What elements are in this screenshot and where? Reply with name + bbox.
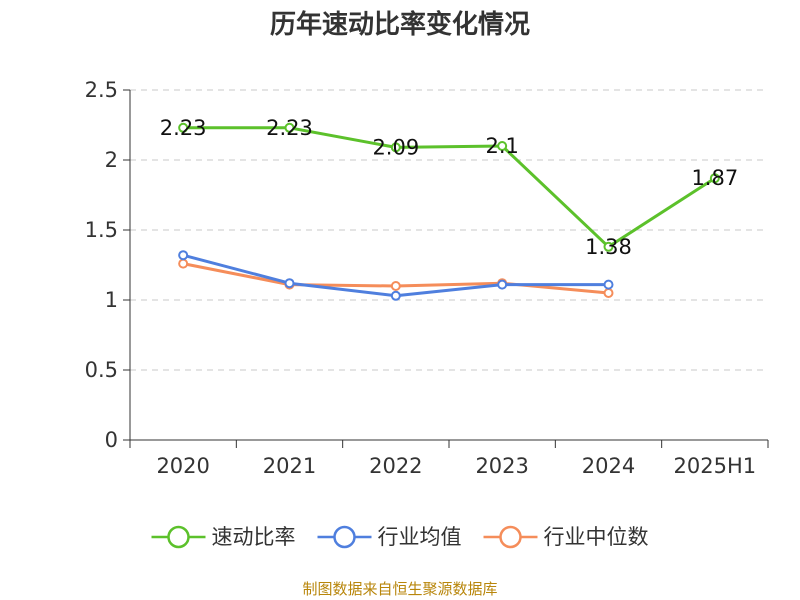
data-point — [284, 278, 295, 289]
data-point — [603, 241, 614, 252]
y-tick-label: 0.5 — [85, 358, 118, 382]
data-label: 1.38 — [585, 235, 632, 259]
x-tick-label: 2023 — [475, 454, 528, 478]
y-tick-label: 0 — [105, 428, 118, 452]
data-point — [178, 122, 189, 133]
data-point — [178, 250, 189, 261]
data-point — [497, 141, 508, 151]
data-point — [497, 279, 508, 290]
grid-layer — [130, 89, 768, 371]
y-tick-label: 2 — [105, 148, 118, 172]
data-point — [709, 173, 720, 184]
legend-label: 行业中位数 — [544, 525, 649, 549]
chart-title: 历年速动比率变化情况 — [270, 9, 530, 40]
legend-label: 速动比率 — [212, 525, 296, 549]
legend-swatch-marker — [333, 525, 356, 549]
data-point — [284, 122, 295, 133]
legend: 速动比率 行业均值 行业中位数 — [151, 525, 649, 549]
data-label: 2.23 — [266, 116, 313, 140]
legend-swatch-marker — [167, 525, 190, 549]
legend-swatch-marker — [499, 525, 522, 549]
data-labels-layer: 2.23 2.23 2.09 2.1 1.38 1.87 — [160, 116, 738, 259]
x-tick-label: 2021 — [263, 454, 316, 478]
y-tick-label: 1 — [105, 288, 118, 312]
y-tick-label: 1.5 — [85, 218, 118, 242]
data-point — [178, 258, 189, 269]
data-point — [603, 279, 614, 290]
legend-label: 行业均值 — [378, 525, 462, 549]
series-1 — [178, 122, 720, 252]
legend-item: 行业中位数 — [483, 525, 649, 549]
y-tick-label: 2.5 — [85, 78, 118, 102]
series-layer — [178, 122, 720, 301]
legend-item: 速动比率 — [151, 525, 296, 549]
data-label: 2.1 — [485, 134, 518, 158]
data-point — [603, 288, 614, 298]
data-label: 2.09 — [372, 135, 419, 159]
series-line — [181, 126, 717, 249]
series-2 — [178, 250, 614, 301]
x-tick-label: 2020 — [156, 454, 209, 478]
source-note: 制图数据来自恒生聚源数据库 — [302, 580, 497, 598]
data-label: 2.23 — [160, 116, 207, 140]
x-tick-label: 2025H1 — [674, 454, 757, 478]
data-point — [390, 290, 401, 301]
x-tick-label: 2024 — [582, 454, 635, 478]
data-label: 1.87 — [691, 166, 738, 190]
data-point — [390, 142, 401, 153]
legend-item: 行业均值 — [317, 525, 462, 549]
x-tick-label: 2022 — [369, 454, 422, 478]
axes-layer: 0 0.5 1 1.5 2 2.5 2020 2021 2022 2023 2024 2025H1 — [85, 78, 769, 478]
data-point — [390, 281, 401, 291]
